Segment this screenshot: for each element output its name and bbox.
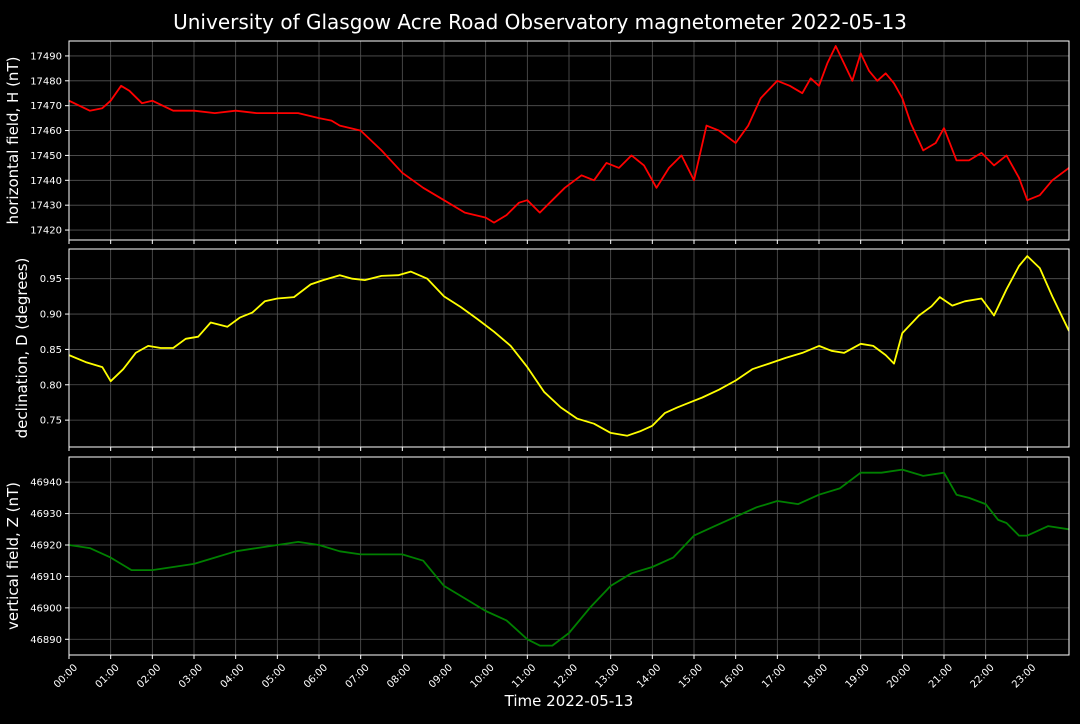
y-axis-label: declination, D (degrees) xyxy=(13,258,31,439)
y-tick-label: 46890 xyxy=(30,635,62,646)
y-tick-label: 46940 xyxy=(30,478,62,489)
axes-frame xyxy=(68,248,1070,448)
axes-frame xyxy=(68,456,1070,656)
y-tick-label: 17460 xyxy=(30,126,62,137)
y-tick-label: 46910 xyxy=(30,572,62,583)
y-tick-label: 17480 xyxy=(30,76,62,87)
chart-title: University of Glasgow Acre Road Observat… xyxy=(173,10,907,34)
series-line xyxy=(69,255,1069,437)
y-tick-label: 0.75 xyxy=(40,416,62,427)
y-tick-label: 17470 xyxy=(30,101,62,112)
y-tick-label: 46920 xyxy=(30,541,62,552)
h-panel: 17420 17430 17440 17450 17460 17470 17480 17490… xyxy=(4,40,1070,244)
y-tick-label: 17420 xyxy=(30,226,62,237)
y-tick-label: 0.80 xyxy=(40,380,62,391)
y-tick-label: 17440 xyxy=(30,176,62,187)
y-tick-label: 0.90 xyxy=(40,310,62,321)
y-tick-label: 0.85 xyxy=(40,345,62,356)
series-line xyxy=(69,45,1069,224)
x-axis-label: Time 2022-05-13 xyxy=(504,692,634,710)
y-tick-label: 0.95 xyxy=(40,274,62,285)
y-tick-label: 17430 xyxy=(30,201,62,212)
d-panel: 0.75 0.80 0.85 0.90 0.95 declination, D (degr… xyxy=(13,248,1070,451)
y-axis-label: vertical field, Z (nT) xyxy=(4,482,22,630)
series-line xyxy=(69,468,1069,647)
y-tick-label: 17490 xyxy=(30,51,62,62)
y-tick-label: 46930 xyxy=(30,509,62,520)
axes-frame xyxy=(68,40,1070,241)
z-panel: 46890 46900 46910 46920 46930 46940 vertical f… xyxy=(4,456,1070,659)
y-tick-label: 17450 xyxy=(30,151,62,162)
y-axis-label: horizontal field, H (nT) xyxy=(4,57,22,225)
y-tick-label: 46900 xyxy=(30,603,62,614)
